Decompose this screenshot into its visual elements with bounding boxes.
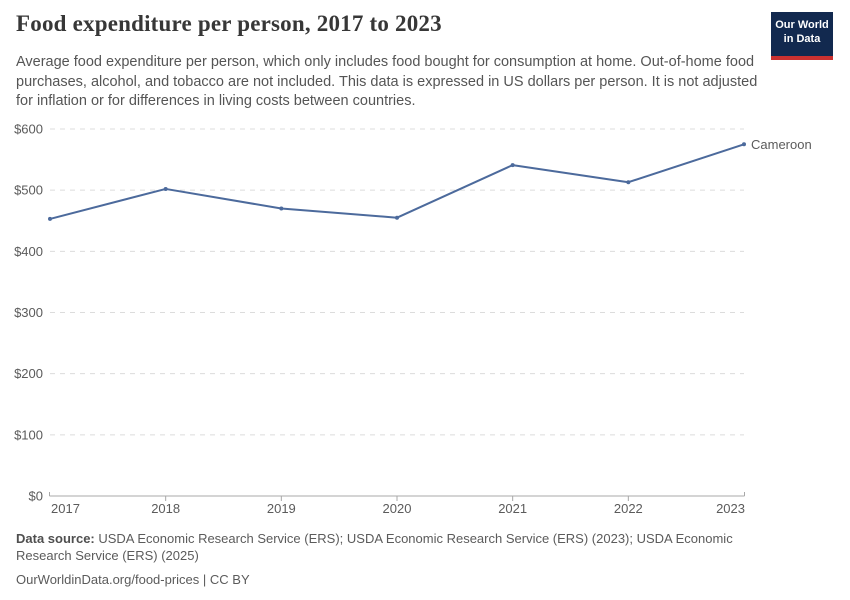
y-tick-label: $0 [29, 489, 43, 504]
owid-logo-line1: Our World [775, 19, 829, 31]
x-tick-label: 2022 [614, 501, 643, 516]
data-line-cameroon[interactable] [49, 143, 745, 220]
line-chart-plot-area[interactable]: $0 $100 $200 $300 $400 $500 $600 2017 2018 2019 20… [0, 0, 850, 528]
x-tick-label: 2018 [151, 501, 180, 516]
data-source-label: Data source: [16, 531, 95, 546]
data-source-line: Data source: USDA Economic Research Serv… [16, 531, 764, 564]
attribution-link[interactable]: OurWorldinData.org/food-prices | CC BY [16, 572, 250, 588]
data-point[interactable] [510, 163, 515, 168]
data-point[interactable] [742, 142, 746, 147]
data-point[interactable] [626, 180, 631, 185]
owid-logo[interactable]: Our World in Data [771, 12, 833, 60]
y-tick-label: $200 [14, 366, 43, 381]
x-tick-label: 2019 [267, 501, 296, 516]
chart-subtitle: Average food expenditure per person, whi… [16, 54, 758, 110]
y-tick-label: $500 [14, 183, 43, 198]
y-tick-label: $600 [14, 122, 43, 137]
chart-footer: Data source: USDA Economic Research Serv… [16, 531, 764, 589]
x-tick-label: 2020 [383, 501, 412, 516]
x-tick-label: 2021 [498, 501, 527, 516]
x-tick-label: 2023 [716, 501, 745, 516]
data-point[interactable] [279, 206, 284, 211]
chart-title: Food expenditure per person, 2017 to 202… [16, 11, 442, 36]
owid-logo-line2: in Data [783, 33, 821, 46]
data-source-text: USDA Economic Research Service (ERS); US… [16, 531, 733, 563]
data-point[interactable] [395, 215, 399, 220]
data-point[interactable] [163, 186, 168, 191]
x-tick-label: 2017 [51, 501, 80, 516]
y-tick-label: $400 [14, 244, 43, 259]
y-tick-label: $100 [14, 427, 43, 442]
data-point[interactable] [48, 216, 52, 221]
series-end-label[interactable]: Cameroon [751, 137, 812, 152]
y-tick-label: $300 [14, 305, 43, 320]
